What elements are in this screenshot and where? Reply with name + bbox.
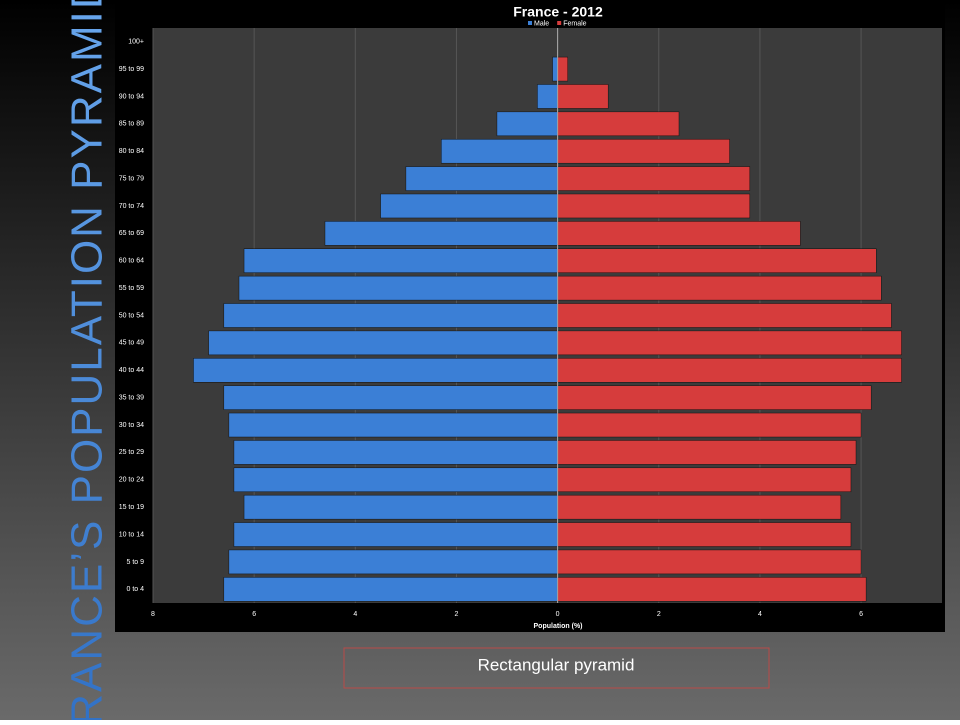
bar: [557, 549, 862, 575]
bar: [557, 358, 902, 383]
caption-box: [343, 647, 770, 689]
bar: [441, 138, 558, 164]
x-axis-label: Population (%): [534, 623, 583, 630]
x-tick-label: 8: [151, 611, 155, 618]
bar: [557, 494, 842, 520]
bar: [557, 248, 877, 273]
bar: [557, 84, 609, 109]
y-tick-label: 60 to 64: [119, 258, 144, 265]
bar: [557, 193, 751, 219]
bar: [557, 577, 867, 602]
bar: [557, 138, 730, 164]
bar: [228, 549, 558, 575]
y-tick-label: 65 to 69: [119, 230, 144, 237]
bar: [223, 385, 558, 410]
slide-title: FRANCE’S POPULATION PYRAMID: [63, 0, 112, 720]
y-tick-label: 70 to 74: [119, 203, 144, 210]
bar: [557, 166, 751, 191]
y-tick-label: 5 to 9: [126, 559, 144, 566]
bar: [552, 56, 558, 82]
y-tick-label: 15 to 19: [119, 504, 144, 511]
y-tick-label: 20 to 24: [119, 477, 144, 484]
x-tick-label: 6: [252, 611, 256, 618]
x-tick-label: 2: [455, 611, 459, 618]
bar: [208, 330, 558, 356]
bar: [193, 358, 558, 383]
y-tick-label: 80 to 84: [119, 148, 144, 155]
caption: Rectangular pyramid: [478, 655, 635, 674]
legend-label: Female: [563, 20, 586, 27]
y-tick-label: 75 to 79: [119, 175, 144, 182]
y-tick-label: 85 to 89: [119, 121, 144, 128]
x-tick-label: 0: [556, 611, 560, 618]
legend-label: Male: [534, 20, 549, 27]
bar: [557, 56, 568, 82]
bar: [238, 275, 558, 301]
bar: [496, 111, 558, 137]
bar: [557, 275, 882, 301]
bar: [223, 303, 558, 328]
x-tick-label: 6: [859, 611, 863, 618]
y-tick-label: 25 to 29: [119, 449, 144, 456]
bar: [557, 111, 680, 137]
bar: [537, 84, 558, 109]
x-tick-label: 4: [353, 611, 357, 618]
bar: [380, 193, 558, 219]
bar: [557, 221, 801, 246]
bar: [557, 412, 862, 438]
legend-swatch: [557, 21, 562, 25]
bar: [243, 248, 558, 273]
y-tick-label: 90 to 94: [119, 93, 144, 100]
bar: [557, 303, 892, 328]
bar: [557, 522, 852, 547]
bar: [557, 467, 852, 493]
y-tick-label: 40 to 44: [119, 367, 144, 374]
bar: [233, 467, 558, 493]
plot: 8 6 4 2 0 2 4 6 100+ 95 to 99 90 to 94 85 to 89 80 t…: [119, 20, 902, 618]
legend-swatch: [528, 21, 532, 25]
bar: [324, 221, 558, 246]
bar: [557, 440, 857, 465]
y-tick-label: 30 to 34: [119, 422, 144, 429]
bar: [243, 494, 558, 520]
y-tick-label: 10 to 14: [119, 531, 144, 538]
bar: [557, 330, 902, 356]
y-tick-label: 55 to 59: [119, 285, 144, 292]
bar: [228, 412, 558, 438]
y-tick-label: 35 to 39: [119, 394, 144, 401]
bar: [233, 440, 558, 465]
y-tick-label: 0 to 4: [126, 586, 144, 593]
x-tick-label: 2: [657, 611, 661, 618]
y-tick-label: 50 to 54: [119, 312, 144, 319]
chart-title: France - 2012: [513, 4, 603, 20]
y-tick-label: 95 to 99: [119, 66, 144, 73]
y-tick-label: 45 to 49: [119, 340, 144, 347]
bar: [405, 166, 558, 191]
bar: [223, 577, 558, 602]
bar: [557, 385, 872, 410]
y-tick-label: 100+: [128, 39, 144, 46]
bar: [233, 522, 558, 547]
x-tick-label: 4: [758, 611, 762, 618]
